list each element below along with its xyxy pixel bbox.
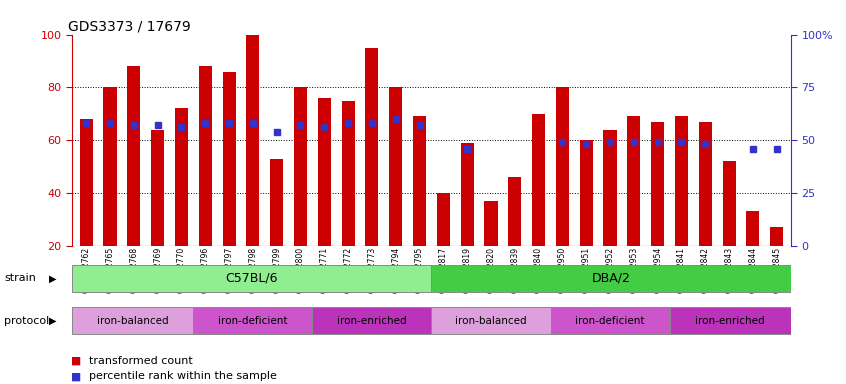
Bar <box>669 307 791 334</box>
Text: protocol: protocol <box>4 316 49 326</box>
Bar <box>80 119 93 246</box>
Bar <box>437 193 450 246</box>
Text: GDS3373 / 17679: GDS3373 / 17679 <box>69 20 191 33</box>
Bar <box>318 98 331 246</box>
Text: iron-deficient: iron-deficient <box>218 316 288 326</box>
Bar <box>72 265 431 292</box>
Bar <box>551 307 669 334</box>
Text: DBA/2: DBA/2 <box>592 272 630 285</box>
Bar <box>199 66 212 246</box>
Bar <box>151 130 164 246</box>
Bar <box>175 109 188 246</box>
Bar <box>312 307 431 334</box>
Bar <box>508 177 521 246</box>
Bar <box>746 212 760 246</box>
Bar <box>580 140 593 246</box>
Bar <box>103 88 117 246</box>
Bar <box>294 88 307 246</box>
Text: iron-enriched: iron-enriched <box>695 316 765 326</box>
Bar <box>699 122 711 246</box>
Text: ■: ■ <box>72 354 89 368</box>
Bar <box>556 88 569 246</box>
Bar <box>722 161 736 246</box>
Text: ▶: ▶ <box>49 273 57 283</box>
Bar <box>413 116 426 246</box>
Text: iron-enriched: iron-enriched <box>337 316 407 326</box>
Bar <box>460 143 474 246</box>
Bar <box>431 265 791 292</box>
Bar <box>222 71 236 246</box>
Text: strain: strain <box>4 273 36 283</box>
Text: iron-deficient: iron-deficient <box>575 316 645 326</box>
Bar <box>603 130 617 246</box>
Bar <box>431 307 551 334</box>
Bar <box>675 116 688 246</box>
Bar <box>365 48 378 246</box>
Text: iron-balanced: iron-balanced <box>455 316 527 326</box>
Bar <box>389 88 403 246</box>
Bar <box>651 122 664 246</box>
Bar <box>770 227 783 246</box>
Bar <box>270 159 283 246</box>
Bar <box>342 101 354 246</box>
Text: iron-balanced: iron-balanced <box>96 316 168 326</box>
Text: ▶: ▶ <box>49 316 57 326</box>
Text: transformed count: transformed count <box>89 356 193 366</box>
Bar <box>127 66 140 246</box>
Bar <box>246 35 260 246</box>
Bar <box>485 201 497 246</box>
Text: ■: ■ <box>72 369 89 383</box>
Bar <box>72 307 194 334</box>
Text: C57BL/6: C57BL/6 <box>225 272 278 285</box>
Bar <box>194 307 312 334</box>
Bar <box>627 116 640 246</box>
Text: percentile rank within the sample: percentile rank within the sample <box>89 371 277 381</box>
Bar <box>532 114 545 246</box>
